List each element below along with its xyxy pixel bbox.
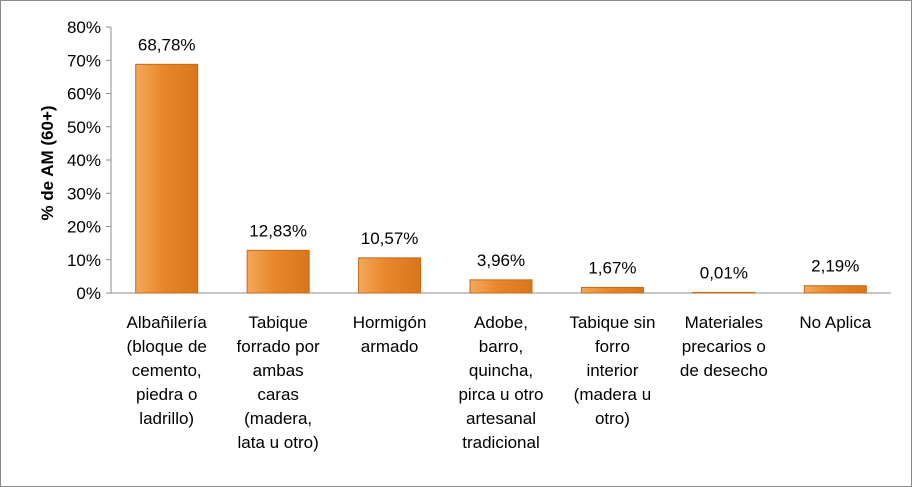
bar [580, 286, 644, 294]
bar [135, 63, 199, 294]
data-label: 1,67% [588, 258, 636, 277]
y-tick-label: 60% [67, 85, 101, 104]
data-label: 12,83% [249, 221, 307, 240]
data-label: 3,96% [477, 251, 525, 270]
bar [469, 279, 533, 294]
y-tick-label: 80% [67, 18, 101, 37]
y-tick-label: 0% [76, 284, 101, 303]
data-label: 10,57% [361, 229, 419, 248]
data-label: 68,78% [138, 35, 196, 54]
x-category-label: Materiales precarios o de desecho [679, 313, 768, 380]
y-tick-label: 50% [67, 118, 101, 137]
y-tick-label: 30% [67, 184, 101, 203]
y-tick-label: 20% [67, 218, 101, 237]
x-category-label: Albañilería (bloque de cemento, piedra o… [126, 313, 207, 428]
bar [246, 249, 310, 294]
bar [358, 257, 422, 294]
y-axis-title: % de AM (60+) [38, 105, 57, 220]
y-tick-label: 40% [67, 151, 101, 170]
y-tick-label: 70% [67, 51, 101, 70]
bar [803, 285, 867, 294]
x-category-label: Adobe, barro, quincha, pirca u otro arte… [458, 313, 544, 452]
bar [692, 291, 756, 294]
x-category-label: Hormigón armado [352, 313, 427, 356]
x-category-label: No Aplica [799, 313, 872, 332]
x-category-label: Tabique forrado por ambas caras (madera,… [236, 313, 320, 452]
y-tick-label: 10% [67, 251, 101, 270]
data-label: 0,01% [700, 263, 748, 282]
x-category-label: Tabique sin forro interior (madera u otr… [569, 313, 656, 428]
data-label: 2,19% [811, 257, 859, 276]
